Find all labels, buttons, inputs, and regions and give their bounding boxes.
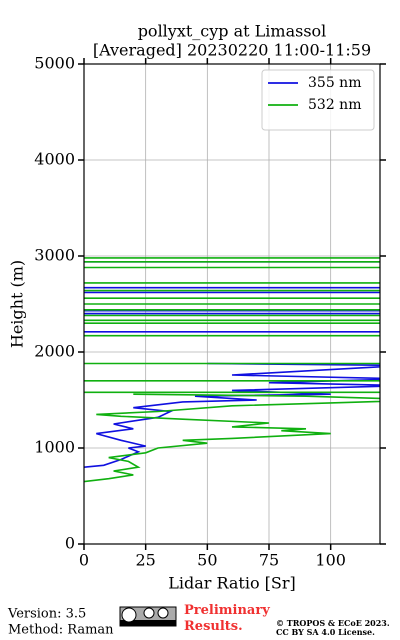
- x-tick-label: 50: [197, 551, 217, 570]
- y-tick-label: 1000: [34, 438, 75, 457]
- y-tick-label: 3000: [34, 246, 75, 265]
- x-tick-label: 0: [79, 551, 89, 570]
- data-line: [84, 257, 380, 483]
- y-axis-label: Height (m): [8, 260, 27, 348]
- x-tick-label: 25: [135, 551, 155, 570]
- method: Method: Raman: [8, 623, 114, 638]
- version: Version: 3.5: [7, 607, 86, 622]
- copyright-1: © TROPOS & ECoE 2023.: [276, 618, 390, 628]
- plot-frame: [83, 63, 381, 545]
- y-tick-label: 5000: [34, 54, 75, 73]
- copyright-2: CC BY SA 4.0 License.: [276, 627, 375, 637]
- legend-box: [261, 69, 375, 131]
- x-axis-label: Lidar Ratio [Sr]: [168, 574, 296, 593]
- data-line: [84, 261, 380, 468]
- chart-subtitle: [Averaged] 20230220 11:00-11:59: [93, 41, 371, 60]
- x-tick-label: 75: [259, 551, 279, 570]
- y-tick-label: 4000: [34, 150, 75, 169]
- status-line1: Preliminary Results.: [184, 603, 270, 634]
- legend-label: 355 nm: [308, 75, 361, 91]
- legend-label: 532 nm: [308, 97, 361, 113]
- y-tick-label: 2000: [34, 342, 75, 361]
- chart-title: pollyxt_cyp at Limassol: [138, 22, 327, 41]
- cc-logo: [119, 606, 177, 627]
- y-tick-label: 0: [65, 534, 75, 553]
- x-tick-label: 100: [315, 551, 346, 570]
